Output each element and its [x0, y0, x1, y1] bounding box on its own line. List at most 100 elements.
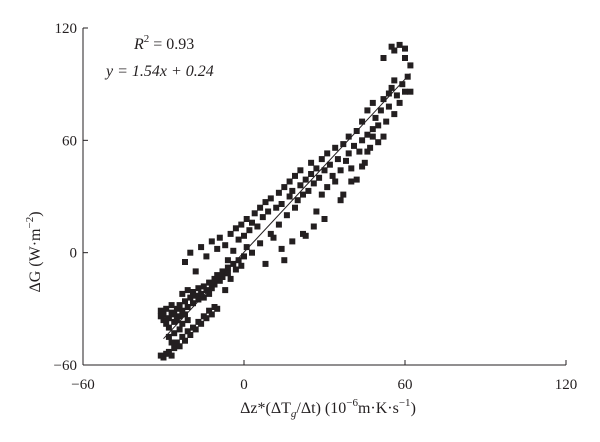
data-point — [179, 333, 186, 340]
data-point — [251, 210, 258, 217]
data-point — [200, 283, 207, 290]
data-point — [281, 184, 288, 191]
data-point — [206, 279, 213, 286]
data-point — [302, 176, 309, 183]
data-points — [157, 41, 414, 361]
x-axis-label-part-2: /Δt) (10 — [296, 400, 346, 417]
data-point — [300, 191, 306, 198]
data-point — [332, 144, 339, 151]
data-point — [208, 311, 215, 318]
data-point — [241, 253, 247, 260]
y-axis-label-main: ΔG (W·m — [27, 228, 44, 293]
data-point — [224, 257, 231, 264]
data-point — [206, 290, 213, 297]
data-point — [385, 90, 392, 97]
data-point — [160, 311, 167, 318]
data-point — [214, 245, 221, 252]
y-tick-label: −60 — [54, 358, 77, 374]
data-point — [157, 307, 164, 314]
r-squared-variable: R — [133, 36, 144, 53]
data-point — [232, 266, 239, 273]
regression-equation: y = 1.54x + 0.24 — [104, 63, 214, 80]
data-point — [179, 307, 186, 314]
data-point — [165, 315, 172, 322]
r-squared-value: = 0.93 — [149, 36, 194, 53]
data-point — [227, 230, 234, 237]
data-point — [316, 174, 323, 181]
data-point — [391, 111, 398, 118]
data-point — [163, 320, 170, 327]
data-point — [324, 150, 331, 157]
data-point — [402, 45, 408, 52]
x-axis-label-superscript-2: −1 — [399, 397, 411, 409]
y-tick-label: 0 — [70, 246, 78, 262]
data-point — [173, 317, 180, 324]
data-point — [267, 195, 274, 202]
data-point — [219, 274, 226, 280]
x-tick-label: 120 — [555, 377, 578, 393]
data-point — [343, 157, 349, 164]
data-point — [372, 114, 379, 121]
data-point — [318, 156, 325, 163]
data-point — [369, 126, 376, 133]
data-point — [262, 199, 269, 206]
data-point — [318, 191, 325, 198]
x-axis-label-part-1: Δz*(ΔT — [240, 400, 291, 417]
data-point — [211, 275, 218, 282]
data-point — [214, 305, 221, 312]
data-point — [173, 305, 180, 312]
data-point — [359, 118, 366, 125]
data-point — [391, 77, 398, 84]
data-point — [337, 167, 344, 174]
data-point — [208, 238, 215, 245]
data-point — [281, 257, 288, 264]
regression-line — [163, 73, 411, 340]
data-point — [168, 352, 175, 359]
r-squared-annotation: R2 = 0.93 — [133, 33, 194, 53]
data-point — [292, 172, 298, 179]
data-point — [273, 204, 280, 211]
data-point — [254, 223, 261, 230]
data-point — [297, 182, 304, 189]
data-point — [216, 234, 223, 241]
data-point — [171, 345, 178, 352]
data-point — [377, 107, 384, 114]
x-axis-label-superscript-1: −6 — [346, 397, 358, 409]
plot-area: −60 0 60 120 −60 0 60 120 — [54, 21, 578, 393]
data-point — [380, 133, 387, 140]
y-axis-label-close: ) — [27, 211, 44, 216]
data-point — [235, 236, 242, 243]
data-point — [364, 107, 371, 114]
data-point — [391, 47, 398, 54]
data-point — [340, 191, 347, 198]
data-point — [192, 268, 199, 275]
data-point — [184, 304, 191, 310]
x-axis-label: Δz*(ΔTg/Δt) (10−6m·K·s−1) — [240, 397, 416, 420]
data-point — [182, 337, 188, 344]
data-point — [407, 88, 414, 95]
data-point — [224, 264, 231, 271]
data-point — [388, 84, 395, 91]
data-point — [232, 225, 239, 232]
data-point — [283, 212, 290, 219]
data-point — [176, 343, 183, 350]
data-point — [206, 307, 213, 314]
x-tick-label: −60 — [71, 377, 94, 393]
data-point — [375, 139, 382, 146]
data-point — [182, 298, 188, 305]
data-point — [407, 62, 414, 69]
data-point — [257, 240, 264, 247]
x-tick-label: 0 — [240, 377, 248, 393]
data-point — [262, 260, 269, 267]
data-point — [286, 193, 293, 200]
data-point — [313, 208, 320, 215]
data-point — [329, 172, 336, 179]
data-point — [187, 332, 194, 338]
data-point — [198, 320, 205, 327]
data-point — [195, 296, 202, 303]
data-point — [203, 253, 210, 260]
y-tick-label: 60 — [62, 133, 77, 149]
data-point — [241, 232, 247, 239]
data-point — [243, 244, 250, 251]
